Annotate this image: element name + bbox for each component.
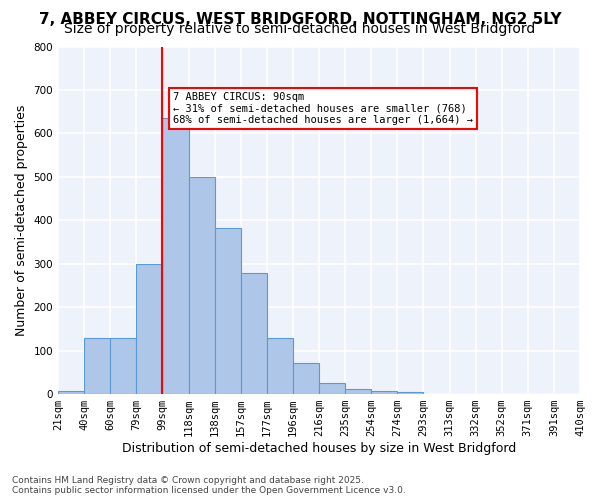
Bar	[163, 118, 188, 394]
Bar	[241, 274, 267, 394]
Text: 7, ABBEY CIRCUS, WEST BRIDGFORD, NOTTINGHAM, NG2 5LY: 7, ABBEY CIRCUS, WEST BRIDGFORD, NOTTING…	[38, 12, 562, 28]
Bar	[319, 383, 345, 394]
X-axis label: Distribution of semi-detached houses by size in West Bridgford: Distribution of semi-detached houses by …	[122, 442, 516, 455]
Y-axis label: Number of semi-detached properties: Number of semi-detached properties	[15, 104, 28, 336]
Bar	[293, 363, 319, 394]
Text: 7 ABBEY CIRCUS: 90sqm
← 31% of semi-detached houses are smaller (768)
68% of sem: 7 ABBEY CIRCUS: 90sqm ← 31% of semi-deta…	[173, 92, 473, 125]
Text: Contains HM Land Registry data © Crown copyright and database right 2025.
Contai: Contains HM Land Registry data © Crown c…	[12, 476, 406, 495]
Bar	[84, 338, 110, 394]
Bar	[136, 264, 163, 394]
Bar	[58, 390, 84, 394]
Bar	[267, 338, 293, 394]
Bar	[345, 389, 371, 394]
Bar	[215, 228, 241, 394]
Bar	[110, 338, 136, 394]
Text: Size of property relative to semi-detached houses in West Bridgford: Size of property relative to semi-detach…	[64, 22, 536, 36]
Bar	[397, 392, 424, 394]
Bar	[188, 177, 215, 394]
Bar	[371, 390, 397, 394]
